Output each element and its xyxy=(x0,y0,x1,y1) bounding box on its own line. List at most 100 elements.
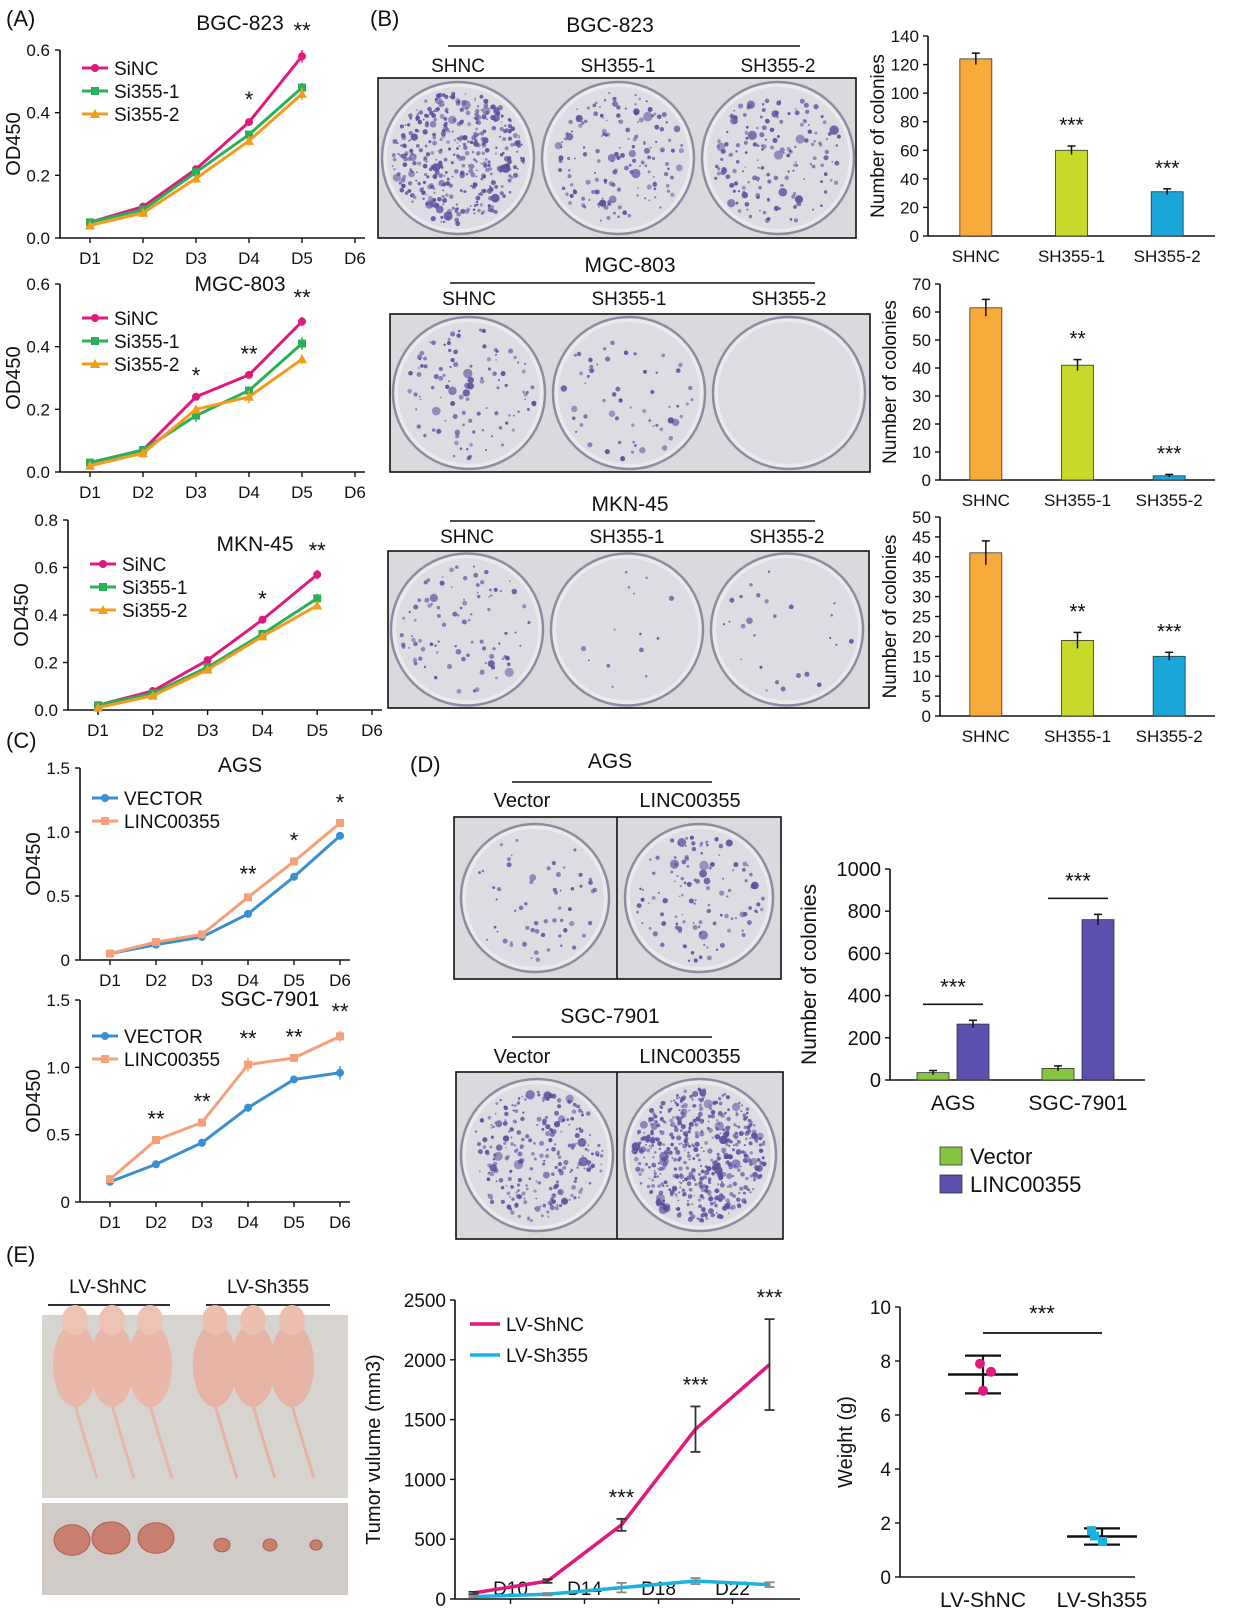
colony-dot xyxy=(475,169,478,172)
colony-dot xyxy=(634,134,639,139)
colony-dot xyxy=(773,205,779,211)
colony-dot xyxy=(600,135,603,138)
colony-dot xyxy=(455,221,461,227)
colony-dot xyxy=(466,382,474,390)
colony-dot xyxy=(686,1154,691,1158)
colony-dot xyxy=(726,1116,731,1122)
colony-dot xyxy=(515,838,519,842)
colony-dot xyxy=(470,640,474,644)
colony-dot xyxy=(438,375,444,381)
colony-dot xyxy=(475,583,480,587)
colony-dot xyxy=(651,1178,655,1182)
colony-dot xyxy=(522,390,525,394)
colony-dot xyxy=(448,115,457,125)
colony-dot xyxy=(716,1156,721,1161)
colony-dot xyxy=(669,1118,674,1123)
data-point xyxy=(1090,1531,1099,1541)
colony-dot xyxy=(557,906,562,910)
colony-dot xyxy=(469,140,474,145)
y-axis-label: OD450 xyxy=(23,1069,45,1132)
colony-dot xyxy=(495,349,499,353)
colony-dot xyxy=(524,902,528,906)
colony-dot xyxy=(510,1142,514,1146)
colony-dot xyxy=(507,662,511,667)
colony-dot xyxy=(688,1121,694,1127)
colony-dot xyxy=(430,151,435,155)
colony-dot xyxy=(496,386,500,390)
data-point xyxy=(198,1118,206,1127)
colony-dot xyxy=(559,918,564,923)
colony-dot xyxy=(616,155,621,160)
colony-dot xyxy=(636,120,640,124)
colony-dot xyxy=(548,1186,553,1191)
colony-dot xyxy=(670,1122,676,1128)
x-tick-label: LV-Sh355 xyxy=(1057,1589,1148,1609)
colony-dot xyxy=(733,1123,737,1127)
colony-dot xyxy=(678,895,681,898)
x-tick-label: D2 xyxy=(132,249,154,268)
colony-dot xyxy=(504,146,509,151)
colony-dot xyxy=(479,1118,485,1123)
colony-dot xyxy=(525,1095,528,1098)
chart-title: MGC-803 xyxy=(194,273,285,296)
colony-dot xyxy=(652,424,655,428)
colony-dot xyxy=(705,840,709,844)
colony-dot xyxy=(487,367,492,371)
colony-dot xyxy=(668,1188,672,1192)
colony-dot xyxy=(439,137,443,142)
colony-dot xyxy=(523,1197,526,1200)
colony-dot xyxy=(690,1214,696,1220)
colony-dot xyxy=(409,139,412,141)
colony-dot xyxy=(443,174,446,177)
colony-dot xyxy=(737,1125,741,1129)
y-tick-label: 20 xyxy=(912,627,931,646)
colony-dot xyxy=(685,402,689,406)
colony-dot xyxy=(695,879,700,884)
legend-marker xyxy=(91,314,99,322)
colony-dot xyxy=(489,185,492,188)
colony-dot xyxy=(549,1203,553,1207)
colony-dot xyxy=(690,1174,695,1179)
colony-dot xyxy=(459,120,464,125)
colony-dot xyxy=(569,921,575,927)
data-point xyxy=(298,339,306,348)
x-tick-label: AGS xyxy=(931,1092,975,1115)
colony-dot xyxy=(420,189,424,193)
colony-dot xyxy=(627,586,631,589)
colony-dot xyxy=(487,160,491,164)
colony-dot xyxy=(556,1150,561,1154)
cell-line-title: SGC-7901 xyxy=(560,1005,659,1028)
colony-dot xyxy=(705,886,710,891)
colony-dot xyxy=(461,619,467,625)
colony-dot xyxy=(794,110,800,116)
colony-dot xyxy=(691,1098,694,1101)
colony-dot xyxy=(744,202,750,207)
colony-dot xyxy=(686,881,692,887)
colony-dot xyxy=(418,148,424,153)
colony-dot xyxy=(495,898,498,901)
colony-dot xyxy=(442,220,446,224)
data-point xyxy=(313,594,322,603)
colony-dot xyxy=(637,1132,640,1135)
data-point xyxy=(978,1385,988,1396)
colony-dot xyxy=(684,844,687,847)
y-tick-label: 0.6 xyxy=(34,559,58,578)
colony-dot xyxy=(423,113,428,118)
colony-dot xyxy=(504,1119,507,1122)
colony-dot xyxy=(782,184,785,187)
colony-dot xyxy=(651,114,654,118)
colony-dot xyxy=(456,211,462,217)
colony-dot xyxy=(761,107,766,112)
colony-dot xyxy=(661,112,667,118)
tumor xyxy=(91,1521,131,1555)
plate-label: SH355-1 xyxy=(581,56,656,77)
colony-dot xyxy=(604,133,608,137)
colony-dot xyxy=(633,1156,639,1162)
data-point xyxy=(1098,1536,1107,1546)
colony-dot xyxy=(788,604,794,610)
colony-dot xyxy=(434,169,440,176)
colony-dot xyxy=(429,111,434,116)
x-tick-label: SH355-1 xyxy=(1044,727,1111,746)
colony-dot xyxy=(708,1180,712,1185)
